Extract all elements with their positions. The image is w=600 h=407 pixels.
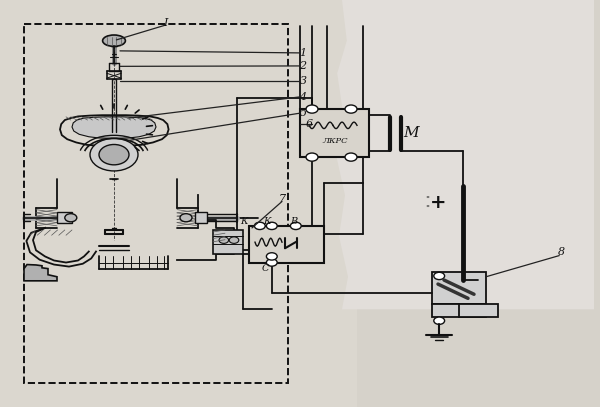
Text: ": " xyxy=(425,195,429,203)
Text: 4: 4 xyxy=(299,92,307,102)
Circle shape xyxy=(306,105,318,113)
Text: В: В xyxy=(290,217,298,225)
Text: С: С xyxy=(262,264,269,273)
Bar xyxy=(213,230,243,254)
Text: 7: 7 xyxy=(278,194,286,204)
Circle shape xyxy=(99,144,129,165)
Text: К: К xyxy=(263,217,271,225)
Text: 2: 2 xyxy=(299,61,307,71)
Polygon shape xyxy=(24,265,57,281)
Bar xyxy=(57,212,72,223)
Text: ЛКРС: ЛКРС xyxy=(322,137,347,145)
Text: 3: 3 xyxy=(299,77,307,86)
Text: 1: 1 xyxy=(299,48,307,58)
Bar xyxy=(432,272,486,304)
Bar xyxy=(432,304,486,317)
Circle shape xyxy=(254,222,265,230)
Bar xyxy=(0,0,357,407)
Circle shape xyxy=(345,105,357,113)
Polygon shape xyxy=(72,117,156,138)
Text: 8: 8 xyxy=(557,247,565,257)
Bar xyxy=(195,212,207,223)
Circle shape xyxy=(180,214,192,222)
Circle shape xyxy=(306,153,318,161)
Text: М: М xyxy=(403,127,419,140)
Text: 5: 5 xyxy=(299,108,307,118)
Text: К: К xyxy=(241,217,248,225)
Circle shape xyxy=(434,272,445,280)
Bar xyxy=(24,24,288,383)
Bar xyxy=(300,109,369,157)
Circle shape xyxy=(90,138,138,171)
Text: ": " xyxy=(425,204,429,212)
Circle shape xyxy=(65,214,77,222)
Circle shape xyxy=(219,237,229,243)
Circle shape xyxy=(229,237,239,243)
Text: +: + xyxy=(430,195,446,212)
Circle shape xyxy=(266,253,277,260)
Circle shape xyxy=(266,259,277,266)
Circle shape xyxy=(434,317,445,324)
Bar xyxy=(459,304,498,317)
Text: 6: 6 xyxy=(306,119,313,129)
Circle shape xyxy=(290,222,301,230)
Bar xyxy=(249,226,324,263)
Text: I: I xyxy=(163,18,167,28)
Polygon shape xyxy=(336,0,594,309)
Ellipse shape xyxy=(103,35,125,46)
Circle shape xyxy=(345,153,357,161)
Circle shape xyxy=(266,222,277,230)
